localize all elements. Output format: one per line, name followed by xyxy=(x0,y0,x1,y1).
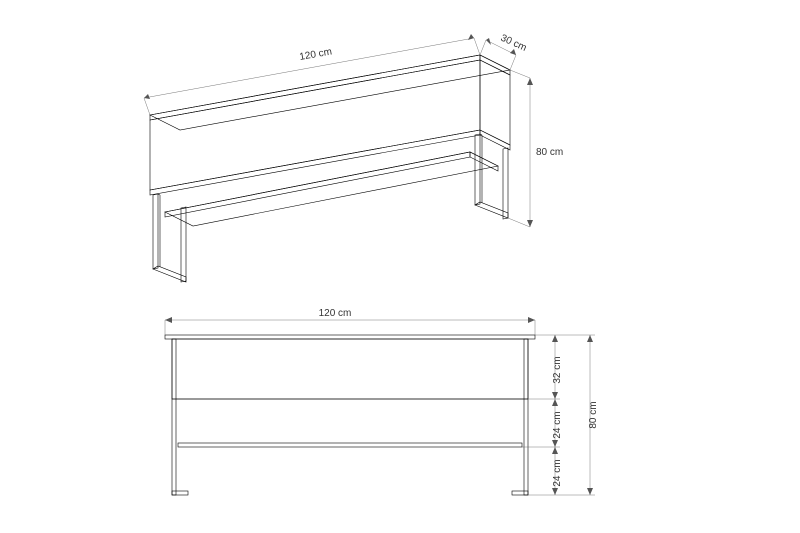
iso-width-label: 120 cm xyxy=(299,46,333,63)
isometric-view: 120 cm 30 cm 80 cm xyxy=(144,33,563,282)
front-width-label: 120 cm xyxy=(319,308,352,319)
front-seg-bot-label: 24 cm xyxy=(552,459,563,486)
front-seg-top-label: 32 cm xyxy=(552,356,563,383)
front-height-label: 80 cm xyxy=(588,401,599,428)
iso-height-label: 80 cm xyxy=(536,147,563,158)
technical-drawing: 120 cm 30 cm 80 cm xyxy=(0,0,800,533)
front-seg-mid-label: 24 cm xyxy=(552,411,563,438)
front-elevation: 120 cm 32 cm 24 cm 24 cm 80 cm xyxy=(165,308,599,495)
